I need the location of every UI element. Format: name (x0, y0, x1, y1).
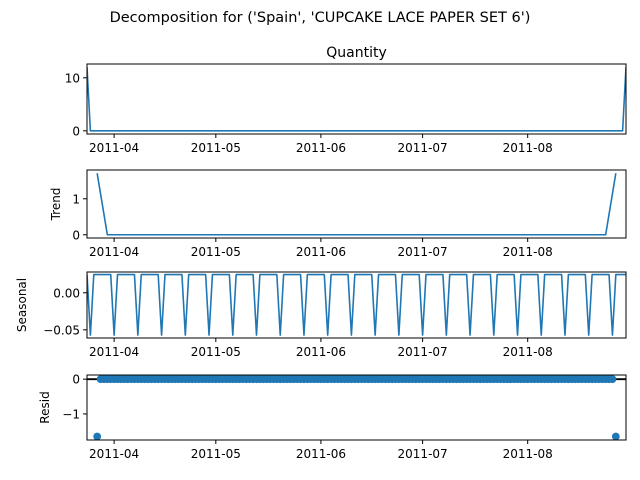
x-tick-label: 2011-05 (191, 345, 241, 359)
x-tick-label: 2011-05 (191, 141, 241, 155)
subplot-3: Seasonal 0.00 −0.05 2011-04 2011-05 2011-06 20… (15, 271, 627, 359)
y-axis-label: Resid (38, 391, 52, 423)
y-tick-label: 0 (72, 124, 80, 138)
y-tick-label: −0.05 (43, 323, 80, 337)
y-axis-label: Seasonal (15, 278, 29, 332)
x-tick-label: 2011-06 (296, 141, 346, 155)
x-tick-label: 2011-06 (296, 245, 346, 259)
y-tick-label: 0 (72, 373, 80, 387)
data-layer (87, 67, 626, 132)
x-tick-label: 2011-08 (503, 447, 553, 461)
axes-frame (86, 169, 627, 239)
resid-outlier-point (611, 432, 620, 440)
x-tick-label: 2011-07 (398, 141, 448, 155)
x-tick-label: 2011-04 (89, 245, 139, 259)
x-tick-label: 2011-07 (398, 245, 448, 259)
subplot-2: Trend 0 1 2011-04 2011-05 2011-06 2011-07 2011-… (49, 169, 627, 259)
x-tick-label: 2011-07 (398, 447, 448, 461)
series-line (96, 173, 617, 236)
x-tick-label: 2011-08 (503, 245, 553, 259)
series-line (87, 67, 626, 132)
x-tick-label: 2011-04 (89, 345, 139, 359)
axes-frame (86, 374, 627, 441)
x-tick-label: 2011-06 (296, 447, 346, 461)
resid-point (608, 375, 617, 384)
x-tick-label: 2011-04 (89, 141, 139, 155)
figure-title: Decomposition for ('Spain', 'CUPCAKE LAC… (110, 10, 531, 26)
x-tick-label: 2011-07 (398, 345, 448, 359)
y-tick-label: 1 (72, 192, 80, 206)
seasonal-line (87, 273, 626, 336)
axes-frame (86, 63, 627, 135)
x-tick-label: 2011-08 (503, 345, 553, 359)
subplot-1: Quantity 0 10 2011-04 2011-05 2011-06 2011-07 2… (65, 45, 627, 155)
x-tick-label: 2011-06 (296, 345, 346, 359)
data-layer (96, 173, 617, 236)
axes-frame (86, 271, 627, 339)
subplot-4: Resid 0 −1 2011-04 2011-05 2011-06 2011-07 2011… (38, 373, 627, 461)
x-tick-label: 2011-04 (89, 447, 139, 461)
x-tick-label: 2011-05 (191, 447, 241, 461)
data-layer (87, 273, 626, 336)
resid-outlier-point (93, 432, 102, 440)
data-layer (87, 375, 626, 440)
y-tick-label: 0.00 (53, 286, 80, 300)
y-tick-label: −1 (62, 407, 80, 421)
x-tick-label: 2011-05 (191, 245, 241, 259)
y-tick-label: 0 (72, 228, 80, 242)
subplot-title: Quantity (326, 45, 387, 61)
y-tick-label: 10 (65, 71, 80, 85)
y-axis-label: Trend (49, 188, 63, 222)
x-tick-label: 2011-08 (503, 141, 553, 155)
